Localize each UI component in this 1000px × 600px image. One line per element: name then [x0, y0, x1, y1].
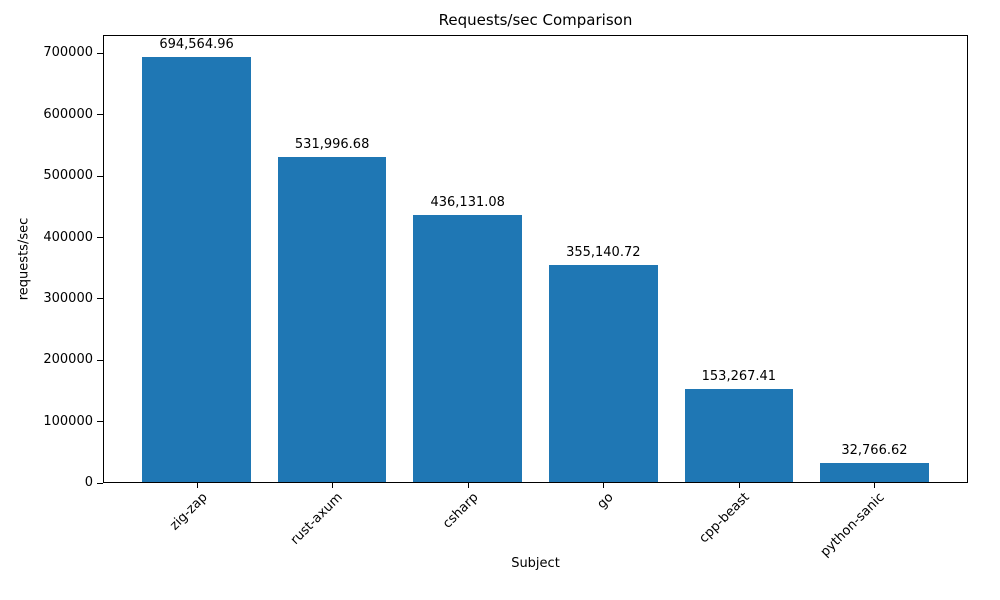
x-tick-mark: [603, 483, 605, 488]
bar-value-label: 355,140.72: [566, 245, 641, 261]
y-tick-mark: [97, 482, 103, 484]
y-tick-label: 100000: [43, 413, 93, 429]
y-tick-mark: [97, 175, 103, 177]
x-tick-label: rust-axum: [287, 490, 346, 548]
bar-value-label: 694,564.96: [159, 36, 234, 52]
x-tick-label: csharp: [439, 490, 482, 532]
y-tick-label: 200000: [43, 352, 93, 368]
y-tick-label: 0: [84, 475, 93, 490]
bar-rust-axum: [277, 156, 387, 483]
bar-value-label: 531,996.68: [294, 136, 370, 152]
x-tick-mark: [332, 483, 334, 488]
y-tick-label: 400000: [43, 229, 93, 245]
x-tick-mark: [738, 483, 740, 488]
bar-value-label: 436,131.08: [430, 195, 505, 211]
x-tick-label: zig-zap: [166, 490, 211, 534]
x-tick-mark: [196, 483, 198, 488]
x-tick-label: python-sanic: [818, 490, 889, 560]
y-tick-mark: [97, 359, 103, 361]
y-tick-label: 600000: [43, 106, 93, 122]
x-tick-label: go: [594, 490, 617, 513]
bar-cpp-beast: [684, 388, 794, 483]
y-tick-mark: [97, 52, 103, 54]
y-tick-label: 700000: [43, 45, 93, 61]
y-tick-label: 300000: [43, 290, 93, 306]
chart-title: Requests/sec Comparison: [438, 11, 633, 29]
x-tick-mark: [467, 483, 469, 488]
bar-zig-zap: [142, 56, 251, 483]
y-tick-label: 500000: [43, 168, 93, 184]
x-axis-label: Subject: [511, 556, 560, 571]
y-tick-mark: [97, 421, 103, 423]
y-tick-mark: [97, 237, 103, 239]
bar-python-sanic: [820, 462, 929, 483]
y-tick-mark: [97, 298, 103, 300]
plot-area: [103, 35, 968, 483]
bar-csharp: [413, 215, 522, 483]
y-tick-mark: [97, 114, 103, 116]
bar-go: [549, 265, 658, 483]
x-tick-label: cpp-beast: [696, 490, 753, 547]
x-tick-mark: [874, 483, 876, 488]
bar-value-label: 153,267.41: [701, 368, 777, 384]
bar-value-label: 32,766.62: [841, 442, 908, 458]
